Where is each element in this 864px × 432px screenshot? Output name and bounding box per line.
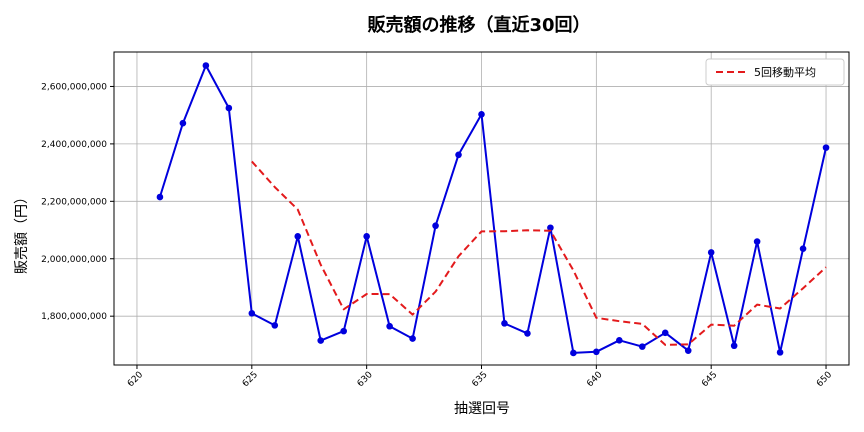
sales-data-point [547, 224, 554, 232]
sales-data-point [248, 310, 256, 317]
legend-box [705, 58, 845, 86]
y-tick-label: 2,400,000,000 [41, 140, 107, 150]
sales-data-point [340, 327, 347, 335]
sales-data-point [661, 329, 669, 337]
sales-data-point [271, 322, 279, 329]
sales-data-point [317, 337, 325, 344]
series-layer [156, 62, 830, 357]
sales-data-point [432, 222, 439, 230]
sales-data-point [570, 349, 577, 357]
sales-data-point [294, 233, 302, 240]
axis-ticks: 620 625 630 635 640 645 6501,800,000,0002,000,… [41, 82, 834, 389]
y-tick-label: 2,600,000,000 [41, 82, 107, 92]
sales-data-point [202, 62, 210, 69]
sales-data-point [799, 245, 807, 253]
y-tick-label: 2,000,000,000 [41, 255, 107, 265]
sales-data-point [179, 119, 187, 127]
sales-data-point [156, 193, 164, 201]
grid-lines [114, 52, 849, 365]
sales-data-point [363, 233, 370, 240]
sales-data-point [753, 238, 761, 245]
legend: 5回移動平均 [705, 58, 845, 86]
sales-data-point [707, 249, 715, 256]
sales-data-point [524, 330, 531, 337]
sales-data-point [409, 335, 416, 342]
legend-label-moving-average: 5回移動平均 [754, 65, 816, 79]
y-axis-label: 販売額（円） [14, 190, 30, 274]
sales-data-point [225, 104, 233, 112]
y-tick-label: 1,800,000,000 [41, 312, 107, 322]
sales-series-line [158, 64, 827, 354]
sales-data-point [638, 343, 646, 350]
moving-average-line [251, 160, 827, 346]
y-tick-label: 2,200,000,000 [41, 197, 107, 207]
sales-data-point [455, 151, 462, 159]
sales-data-point [616, 337, 623, 344]
x-axis-label: 抽選回号 [454, 401, 510, 417]
sales-data-point [501, 320, 508, 327]
sales-data-point [776, 349, 784, 356]
sales-data-point [386, 322, 393, 330]
sales-data-point [593, 348, 600, 356]
sales-data-point [478, 111, 485, 118]
sales-data-point [730, 342, 738, 350]
sales-data-point [822, 144, 830, 151]
sales-data-point [684, 347, 692, 354]
chart-title: 販売額の推移（直近30回） [367, 14, 590, 36]
